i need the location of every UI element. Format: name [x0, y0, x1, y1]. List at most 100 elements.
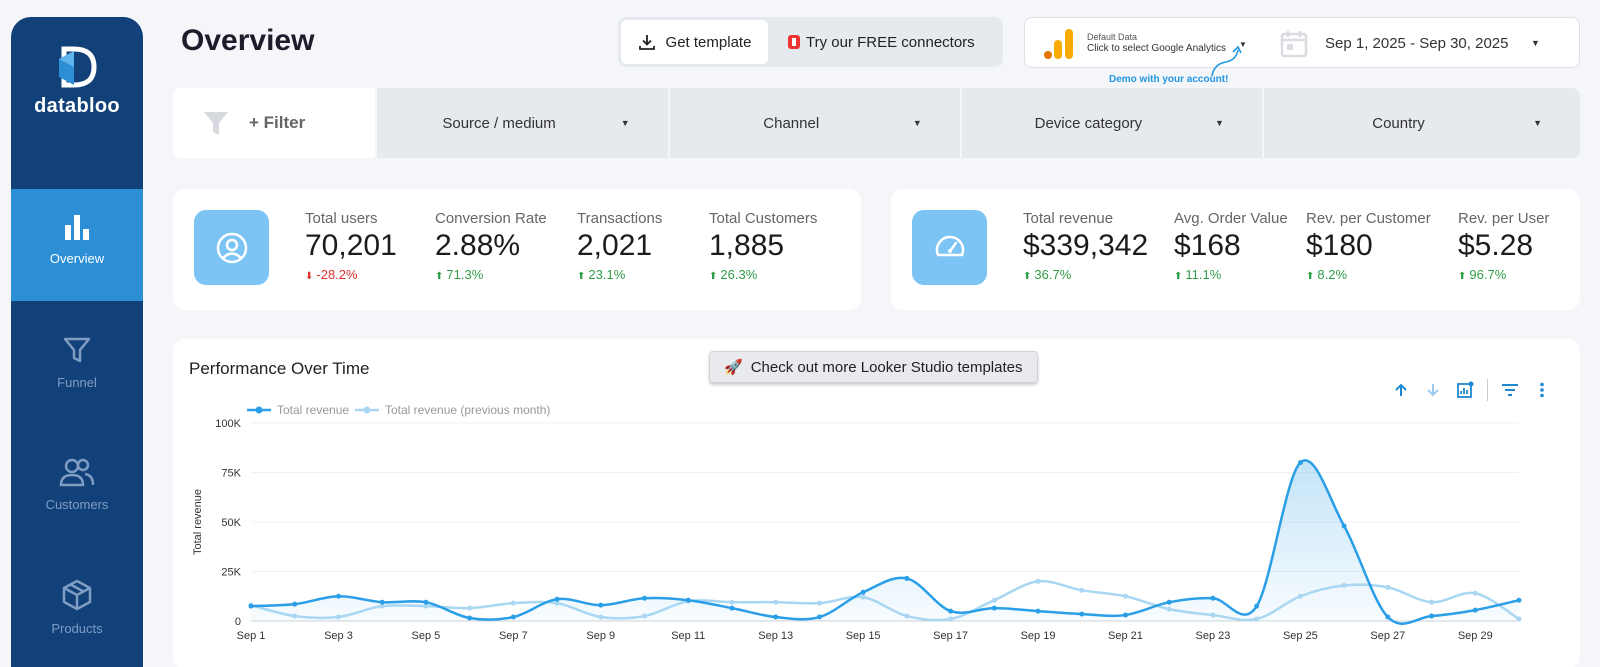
- data-point-previous-month: [1166, 606, 1172, 612]
- get-template-label: Get template: [665, 33, 752, 51]
- data-point-previous-month: [1341, 582, 1347, 588]
- explore-chart-icon[interactable]: [1455, 380, 1475, 400]
- free-connectors-button[interactable]: Try our FREE connectors: [788, 20, 975, 64]
- more-vertical-icon[interactable]: [1532, 380, 1552, 400]
- page-title: Overview: [181, 24, 315, 57]
- looker-templates-label: Check out more Looker Studio templates: [750, 358, 1023, 376]
- x-tick-label: Sep 17: [933, 630, 968, 642]
- y-tick-label: 50K: [221, 517, 241, 529]
- kpi-label: Total users: [305, 210, 378, 227]
- data-point-total-revenue: [1516, 597, 1522, 603]
- data-point-previous-month: [598, 614, 604, 620]
- nav-item-customers[interactable]: Customers: [11, 433, 143, 545]
- arrow-down-icon: ⬇: [305, 271, 314, 282]
- chevron-down-icon: ▼: [912, 118, 922, 128]
- filter-bar: + Filter Source / medium ▼ Channel ▼ Dev…: [173, 88, 1580, 158]
- curved-arrow-icon: [1211, 45, 1242, 77]
- users-icon: [59, 458, 95, 487]
- kpi-delta: ⬆ 71.3%: [435, 267, 547, 282]
- arrow-up-icon: ⬆: [1306, 271, 1315, 282]
- data-point-total-revenue: [598, 602, 604, 608]
- chevron-down-icon[interactable]: ▼: [1531, 38, 1540, 48]
- kpi-avg-order-value: Avg. Order Value $168 ⬆ 11.1%: [1174, 210, 1288, 282]
- dropdown-label: Country: [1372, 114, 1425, 132]
- add-filter-button[interactable]: + Filter: [173, 88, 376, 158]
- x-tick-label: Sep 25: [1283, 630, 1318, 642]
- x-tick-label: Sep 15: [846, 630, 881, 642]
- kpi-value: $339,342: [1023, 229, 1149, 262]
- box-icon: [62, 579, 92, 611]
- source-medium-dropdown[interactable]: Source / medium ▼: [377, 88, 668, 158]
- device-category-dropdown[interactable]: Device category ▼: [961, 88, 1262, 158]
- chart-toolbar: [1391, 379, 1552, 401]
- data-point-previous-month: [379, 603, 385, 609]
- country-dropdown[interactable]: Country ▼: [1263, 88, 1580, 158]
- chart-title: Performance Over Time: [189, 359, 370, 378]
- data-point-total-revenue: [860, 589, 866, 595]
- data-point-previous-month: [1210, 612, 1216, 618]
- kpi-delta-value: 71.3%: [446, 267, 484, 282]
- data-point-total-revenue: [510, 614, 516, 620]
- nav-item-overview[interactable]: Overview: [11, 189, 143, 301]
- sort-ascending-icon[interactable]: [1391, 380, 1411, 400]
- dropdown-label: Source / medium: [442, 114, 556, 132]
- data-point-previous-month: [292, 613, 298, 619]
- arrow-up-icon: ⬆: [1458, 271, 1467, 282]
- kpi-delta: ⬆ 8.2%: [1306, 267, 1431, 282]
- kpi-delta-value: 26.3%: [720, 267, 758, 282]
- sidebar: databloo Overview Funnel Customers Produ…: [11, 17, 143, 667]
- chevron-down-icon[interactable]: ▼: [1239, 40, 1247, 49]
- databloo-logo-icon: [59, 46, 97, 88]
- data-source-selector[interactable]: Click to select Google Analytics: [1087, 43, 1226, 54]
- kpi-label: Total Customers: [709, 210, 818, 227]
- kpi-delta: ⬇ -28.2%: [305, 267, 397, 282]
- data-point-total-revenue: [642, 595, 648, 601]
- kpi-delta: ⬆ 11.1%: [1174, 267, 1288, 282]
- y-tick-label: 75K: [221, 468, 241, 480]
- brand-logo[interactable]: databloo: [11, 45, 143, 118]
- y-tick-label: 0: [235, 616, 241, 628]
- kpi-value: 1,885: [709, 229, 785, 262]
- data-point-previous-month: [948, 616, 954, 622]
- data-point-previous-month: [773, 599, 779, 605]
- rocket-icon: 🚀: [724, 359, 743, 376]
- sort-descending-icon[interactable]: [1423, 380, 1443, 400]
- kpi-delta-value: 36.7%: [1034, 267, 1072, 282]
- series-line-previous-month: [250, 579, 1520, 622]
- date-range-picker[interactable]: Sep 1, 2025 - Sep 30, 2025: [1325, 35, 1509, 52]
- nav-item-funnel[interactable]: Funnel: [11, 311, 143, 423]
- channel-dropdown[interactable]: Channel ▼: [669, 88, 960, 158]
- kpi-delta-value: 11.1%: [1185, 267, 1222, 282]
- users-kpi-card: Total users 70,201 ⬇ -28.2% Conversion Ra…: [173, 189, 861, 310]
- nav-label: Funnel: [57, 375, 97, 390]
- kpi-delta-value: 96.7%: [1469, 267, 1507, 282]
- data-point-total-revenue: [1341, 523, 1347, 529]
- add-filter-label: + Filter: [249, 113, 306, 132]
- data-point-previous-month: [423, 603, 429, 609]
- toolbar-divider: [1487, 379, 1488, 401]
- data-point-total-revenue: [1035, 608, 1041, 614]
- get-template-button[interactable]: Get template: [621, 20, 768, 64]
- x-tick-label: Sep 27: [1370, 630, 1405, 642]
- data-point-previous-month: [1472, 590, 1478, 596]
- calendar-icon[interactable]: [1279, 29, 1309, 64]
- google-analytics-icon: [1043, 28, 1075, 65]
- chevron-down-icon: ▼: [620, 118, 630, 128]
- kpi-label: Conversion Rate: [435, 210, 547, 227]
- template-button-group: Get template Try our FREE connectors: [618, 17, 1003, 67]
- filter-lines-icon[interactable]: [1500, 380, 1520, 400]
- data-point-previous-month: [467, 605, 473, 611]
- kpi-label: Rev. per Customer: [1306, 210, 1431, 227]
- nav-item-products[interactable]: Products: [11, 555, 143, 667]
- user-circle-icon: [194, 210, 269, 285]
- kpi-value: 70,201: [305, 229, 397, 262]
- data-point-previous-month: [991, 597, 997, 603]
- kpi-label: Transactions: [577, 210, 663, 227]
- data-point-total-revenue: [1429, 613, 1435, 619]
- looker-templates-button[interactable]: 🚀 Check out more Looker Studio templates: [709, 351, 1038, 383]
- data-point-previous-month: [1385, 584, 1391, 590]
- data-point-previous-month: [729, 599, 735, 605]
- bar-chart-icon: [65, 215, 89, 240]
- kpi-transactions: Transactions 2,021 ⬆ 23.1%: [577, 210, 662, 282]
- download-icon: [638, 35, 655, 50]
